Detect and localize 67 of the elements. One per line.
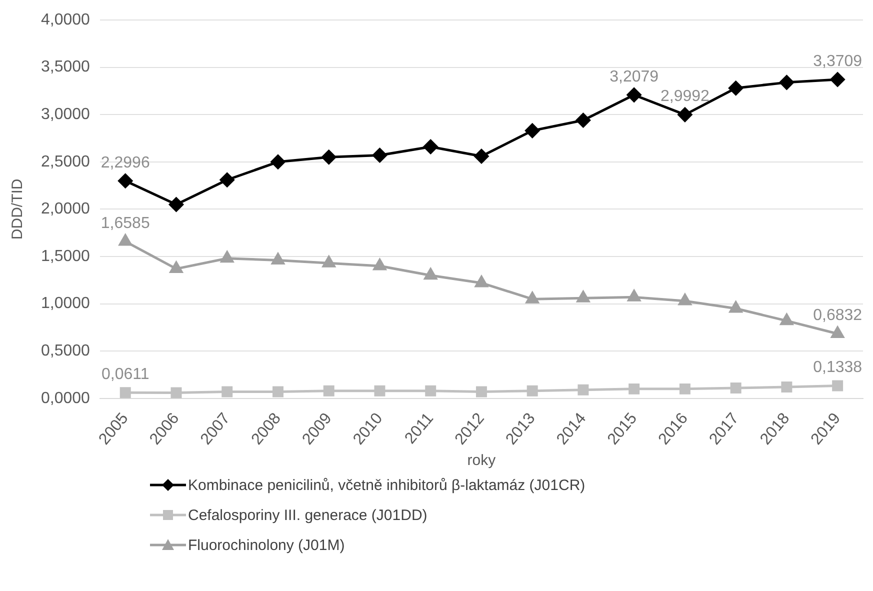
- point: [628, 290, 641, 302]
- point: [374, 385, 386, 396]
- y-tick-label: 0,5000: [41, 342, 90, 360]
- point: [120, 387, 131, 398]
- data-label: 3,3709: [813, 52, 862, 70]
- point: [781, 382, 792, 393]
- point: [626, 88, 642, 102]
- point: [474, 148, 489, 164]
- data-label: 0,1338: [813, 359, 862, 376]
- point: [272, 253, 284, 265]
- point: [780, 314, 794, 326]
- point: [678, 294, 692, 306]
- data-label: 1,6585: [100, 214, 150, 232]
- point: [170, 387, 182, 398]
- y-tick-label: 0,0000: [41, 390, 90, 407]
- point: [425, 385, 436, 396]
- point: [779, 75, 794, 90]
- y-axis-title: DDD/TID: [9, 178, 26, 240]
- point: [728, 80, 744, 96]
- y-tick-label: 3,0000: [41, 106, 90, 124]
- point: [118, 174, 133, 188]
- data-label: 2,2996: [100, 154, 150, 172]
- point: [168, 197, 184, 212]
- point: [270, 154, 286, 170]
- point: [476, 386, 487, 398]
- point: [576, 290, 590, 302]
- y-tick-label: 3,5000: [41, 58, 90, 76]
- legend-label: Kombinace penicilinů, včetně inhibitorů β-laktamáz (J01CR): [188, 476, 586, 494]
- point: [678, 107, 692, 122]
- y-tick-label: 1,5000: [41, 248, 90, 265]
- point: [526, 385, 538, 396]
- point: [322, 150, 336, 164]
- point: [423, 140, 438, 154]
- point: [220, 172, 234, 188]
- x-axis-title: roky: [467, 452, 496, 470]
- data-label: 2,9992: [660, 88, 710, 106]
- y-tick-label: 2,5000: [41, 153, 90, 170]
- point: [323, 385, 334, 396]
- point: [475, 276, 488, 288]
- point: [372, 148, 387, 163]
- point: [578, 384, 589, 396]
- point: [832, 380, 844, 392]
- point: [373, 258, 386, 270]
- data-label: 3,2079: [610, 68, 659, 86]
- point: [424, 268, 438, 280]
- point: [830, 72, 845, 87]
- legend-label: Fluorochinolony (J01M): [188, 536, 345, 554]
- data-label: 0,6832: [813, 307, 862, 324]
- point: [576, 113, 590, 128]
- point: [628, 383, 640, 394]
- point: [679, 383, 690, 394]
- y-tick-label: 4,0000: [41, 11, 90, 28]
- point: [322, 256, 336, 268]
- point: [272, 386, 284, 398]
- y-tick-label: 1,0000: [41, 295, 90, 312]
- point: [526, 292, 539, 304]
- data-label: 0,0611: [102, 366, 150, 384]
- point: [170, 262, 183, 274]
- point: [525, 123, 540, 138]
- point: [118, 234, 132, 246]
- y-tick-label: 2,0000: [41, 200, 90, 218]
- point: [730, 382, 742, 394]
- point: [831, 326, 844, 338]
- point: [220, 251, 234, 263]
- point: [222, 386, 233, 398]
- point: [729, 301, 742, 313]
- legend-label: Cefalosporiny III. generace (J01DD): [188, 506, 428, 524]
